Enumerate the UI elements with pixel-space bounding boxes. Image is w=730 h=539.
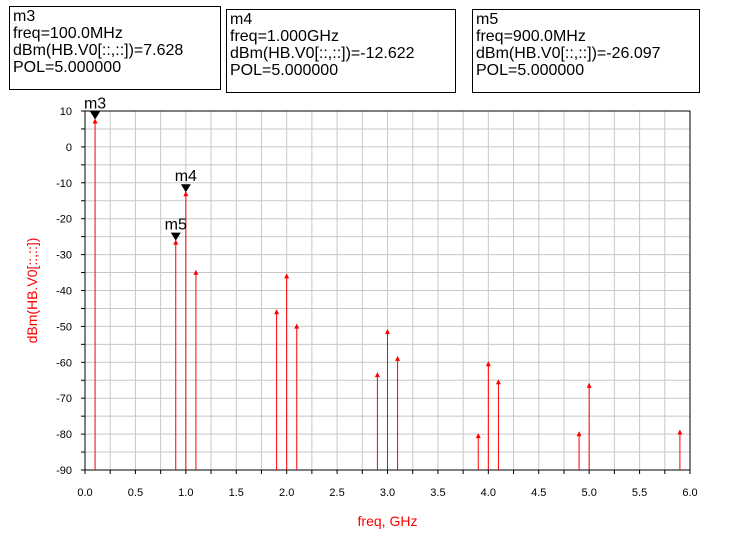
x-tick-label: 5.0	[582, 487, 597, 499]
spectrum-point	[395, 355, 401, 361]
marker-name: m4	[230, 11, 253, 28]
x-tick-label: 2.0	[279, 487, 294, 499]
y-tick-label: -70	[56, 393, 72, 405]
marker-value: dBm(HB.V0[::,::])=-12.622	[230, 45, 415, 62]
y-tick-label: 0	[66, 142, 72, 154]
marker-name: m3	[13, 8, 36, 25]
marker-pol: POL=5.000000	[230, 62, 339, 79]
spectrum-point	[284, 273, 290, 279]
x-tick-label: 2.5	[329, 487, 344, 499]
spectrum-point	[183, 191, 189, 197]
spectrum-point	[485, 361, 491, 367]
y-tick-label: -30	[56, 250, 72, 262]
marker-readout-m4[interactable]: m4 freq=1.000GHz dBm(HB.V0[::,::])=-12.6…	[226, 9, 456, 93]
marker-value: dBm(HB.V0[::,::])=-26.097	[476, 45, 661, 62]
marker-label-m5: m5	[165, 217, 187, 234]
y-tick-label: -80	[56, 429, 72, 441]
spectrum-point	[193, 269, 199, 275]
y-tick-label: -40	[56, 286, 72, 298]
spectrum-point	[495, 379, 501, 385]
spectrum-point	[294, 323, 300, 329]
y-axis-title: dBm(HB.V0[::,::])	[24, 238, 40, 344]
marker-name: m5	[476, 11, 499, 28]
marker-triangle-m5[interactable]	[170, 232, 181, 241]
spectrum-lines	[92, 118, 683, 470]
x-tick-label: 6.0	[682, 487, 697, 499]
marker-readout-m5[interactable]: m5 freq=900.0MHz dBm(HB.V0[::,::])=-26.0…	[472, 9, 700, 93]
marker-label-m3: m3	[84, 96, 106, 113]
spectrum-point	[586, 382, 592, 388]
spectrum-point	[385, 328, 390, 334]
marker-pol: POL=5.000000	[13, 59, 122, 76]
y-tick-label: -90	[56, 465, 72, 477]
marker-pol: POL=5.000000	[476, 62, 585, 79]
spectrum-point	[576, 431, 582, 437]
y-tick-label: -60	[56, 357, 72, 369]
marker-label-m4: m4	[175, 168, 197, 185]
spectrum-point	[274, 309, 280, 315]
marker-freq: freq=900.0MHz	[476, 28, 586, 45]
spectrum-point	[475, 433, 481, 439]
spectrum-point	[173, 239, 179, 245]
x-tick-label: 4.0	[481, 487, 496, 499]
x-tick-label: 0.5	[128, 487, 143, 499]
spectrum-point	[92, 118, 98, 124]
marker-freq: freq=100.0MHz	[13, 25, 123, 42]
x-tick-label: 0.0	[77, 487, 92, 499]
marker-value: dBm(HB.V0[::,::])=7.628	[13, 42, 184, 59]
y-tick-label: -10	[56, 178, 72, 190]
marker-triangle-m3[interactable]	[90, 111, 101, 120]
y-tick-label: -20	[56, 214, 72, 226]
x-tick-label: 5.5	[632, 487, 647, 499]
axis-ticks: 0.0 0.5 1.0 1.5 2.0 2.5 3.0 3.5 4.0 4.5 5.0 5.5 6.0 1…	[56, 106, 698, 499]
spectrum-point	[374, 372, 380, 378]
x-tick-label: 3.5	[430, 487, 445, 499]
markers: m3 m4 m5	[84, 96, 197, 241]
x-tick-label: 1.0	[178, 487, 193, 499]
x-axis-title: freq, GHz	[358, 513, 418, 529]
y-tick-label: -50	[56, 321, 72, 333]
marker-triangle-m4[interactable]	[180, 184, 191, 193]
y-tick-label: 10	[60, 106, 72, 118]
marker-freq: freq=1.000GHz	[230, 28, 339, 45]
x-tick-label: 3.0	[380, 487, 395, 499]
spectrum-point	[677, 429, 683, 435]
marker-readout-m3[interactable]: m3 freq=100.0MHz dBm(HB.V0[::,::])=7.628…	[9, 6, 221, 90]
x-tick-label: 4.5	[531, 487, 546, 499]
x-tick-label: 1.5	[229, 487, 244, 499]
